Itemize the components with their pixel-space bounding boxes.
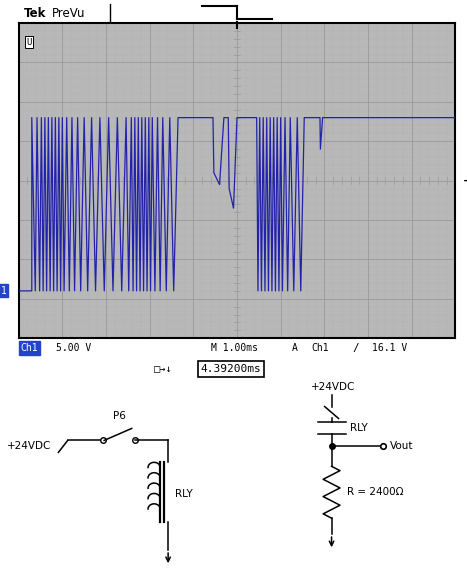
Text: Ch1: Ch1 — [21, 343, 38, 353]
Text: R = 2400Ω: R = 2400Ω — [347, 487, 403, 497]
Text: 4.39200ms: 4.39200ms — [201, 364, 262, 374]
Text: 1: 1 — [0, 286, 7, 296]
Text: P6: P6 — [113, 412, 126, 421]
Text: 16.1 V: 16.1 V — [372, 343, 408, 353]
Text: U: U — [27, 38, 32, 47]
Text: A: A — [291, 343, 297, 353]
Text: PreVu: PreVu — [51, 7, 85, 20]
Text: RLY: RLY — [175, 489, 193, 499]
Text: Tek: Tek — [24, 7, 46, 20]
Text: □→↓: □→↓ — [154, 364, 173, 374]
Text: RLY: RLY — [350, 424, 368, 434]
Text: /: / — [353, 343, 360, 353]
Text: +24VDC: +24VDC — [311, 381, 355, 391]
Text: +24VDC: +24VDC — [7, 442, 51, 451]
Text: M 1.00ms: M 1.00ms — [211, 343, 258, 353]
Text: 5.00 V: 5.00 V — [56, 343, 91, 353]
Text: Vout: Vout — [390, 442, 413, 451]
Text: Ch1: Ch1 — [311, 343, 329, 353]
